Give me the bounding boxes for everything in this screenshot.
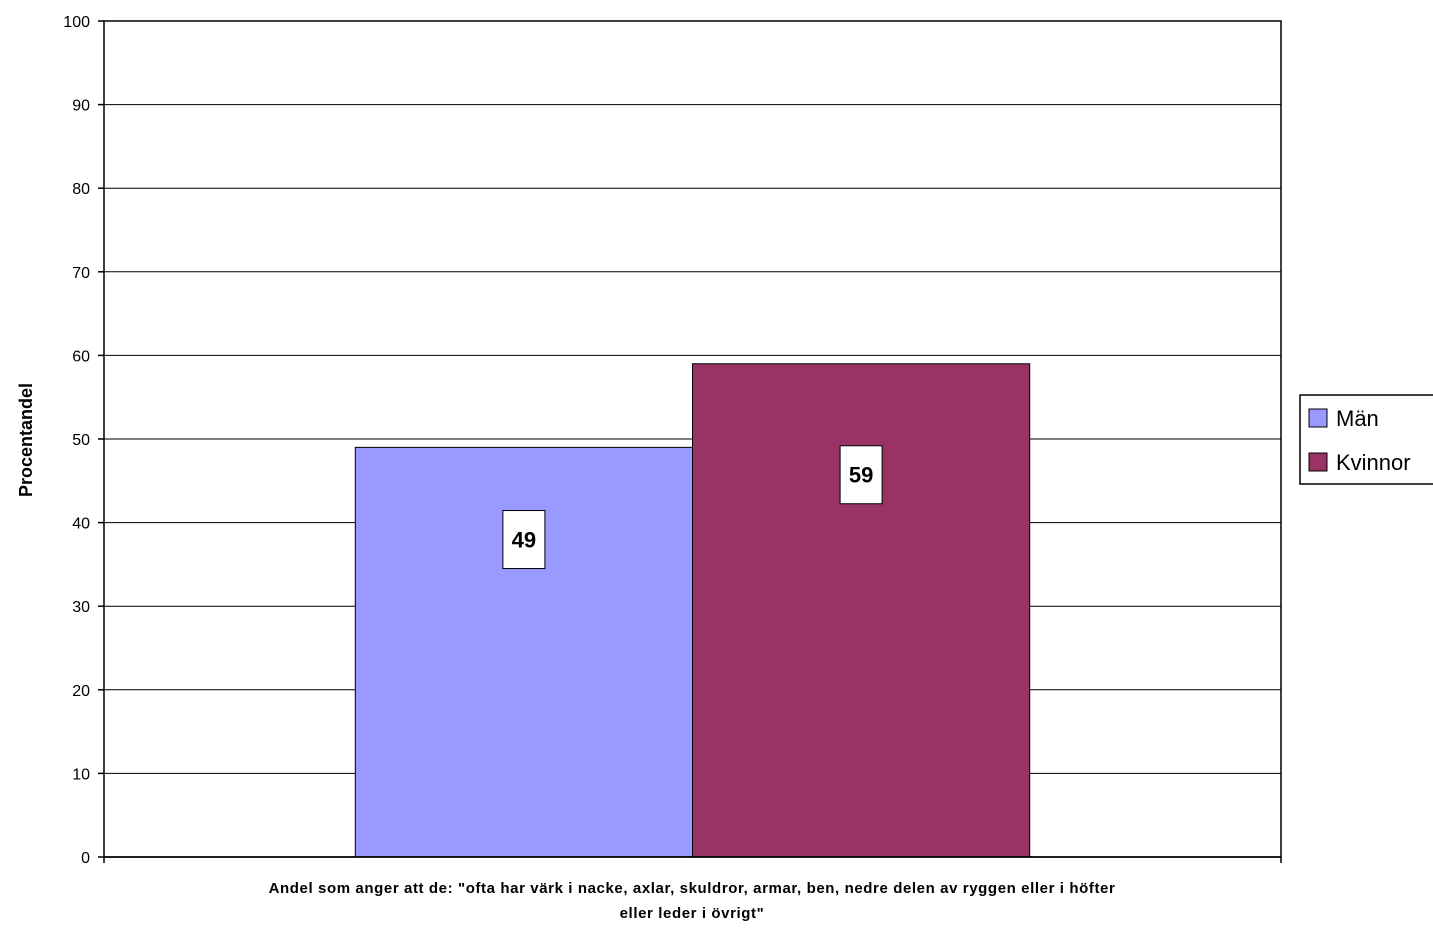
data-label: 49 [512, 528, 536, 553]
data-labels: 49 59 [502, 445, 883, 570]
y-tick-label: 80 [72, 181, 90, 198]
x-axis [103, 856, 1282, 863]
y-tick-label: 30 [72, 599, 90, 616]
x-axis-label-line-2: eller leder i övrigt" [620, 905, 765, 922]
y-tick-label: 100 [63, 14, 90, 31]
y-tick-label: 10 [72, 766, 90, 783]
legend: Män Kvinnor [1299, 394, 1433, 485]
y-tick-label: 50 [72, 432, 90, 449]
x-axis-label-line-1: Andel som anger att de: "ofta har värk i… [269, 880, 1116, 897]
legend-swatch [1308, 452, 1328, 472]
y-tick-label: 0 [81, 850, 90, 867]
bar-kvinnor [692, 363, 1031, 858]
y-axis-ticks: 0 10 20 30 40 50 60 70 80 90 100 [63, 14, 104, 867]
data-label: 59 [849, 463, 873, 488]
y-tick-label: 20 [72, 683, 90, 700]
y-tick-label: 60 [72, 348, 90, 365]
legend-label: Kvinnor [1336, 450, 1411, 475]
legend-label: Män [1336, 406, 1379, 431]
legend-swatch [1308, 408, 1328, 428]
y-axis-label: Procentandel [16, 383, 36, 497]
data-label-box [502, 510, 546, 570]
y-tick-label: 90 [72, 98, 90, 115]
y-tick-label: 70 [72, 265, 90, 282]
y-tick-label: 40 [72, 516, 90, 533]
bar-man [354, 446, 693, 858]
bars [354, 363, 1031, 858]
data-label-box [839, 445, 883, 505]
